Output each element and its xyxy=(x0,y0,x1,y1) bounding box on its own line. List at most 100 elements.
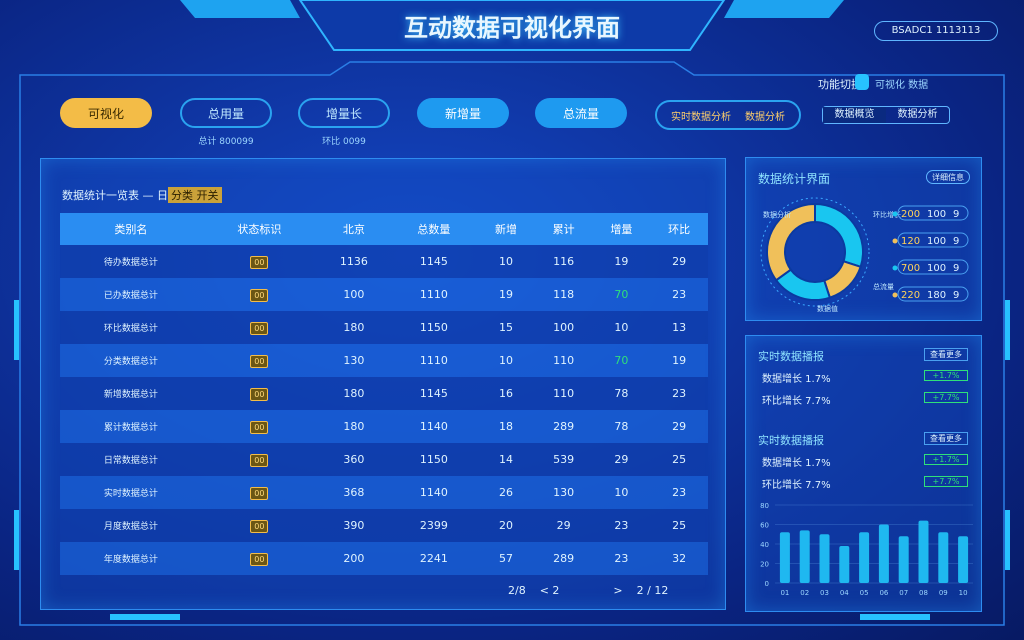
table-cell: 00 xyxy=(201,344,318,377)
data-table: 类别名 状态标识 北京 总数量 新增 累计 增量 环比 待办数据总计 00 1136 1145 10 11… xyxy=(60,213,708,575)
table-cell: 78 xyxy=(592,377,651,410)
table-row: 环比数据总计 00 180 1150 15 100 10 13 xyxy=(60,311,708,344)
page-prev[interactable]: < 2 xyxy=(539,584,560,597)
legend-dot xyxy=(892,211,898,217)
toolbar-button[interactable]: 新增量 xyxy=(417,98,509,128)
table-cell: 25 xyxy=(650,443,708,476)
legend-value: 700 xyxy=(901,263,920,274)
table-wrap: 类别名 状态标识 北京 总数量 新增 累计 增量 环比 待办数据总计 00 1136 1145 10 11… xyxy=(60,213,708,575)
page-total: 2 / 12 xyxy=(636,584,669,597)
table-cell: 2399 xyxy=(390,509,478,542)
table-row: 分类数据总计 00 130 1110 10 110 70 19 xyxy=(60,344,708,377)
legend-value: 120 xyxy=(901,236,920,247)
legend-value: 180 xyxy=(927,290,946,301)
donut-label: 总流量 xyxy=(873,282,894,291)
legend-value: 200 xyxy=(901,209,920,220)
switch-text: 可视化 数据 xyxy=(875,80,929,91)
tab[interactable]: 数据分析 xyxy=(897,109,938,120)
bar xyxy=(938,532,949,583)
status-badge: 00 xyxy=(250,288,269,302)
toolbar-button[interactable]: 可视化 xyxy=(60,98,152,128)
table-cell: 环比数据总计 xyxy=(60,311,202,344)
status-badge: 00 xyxy=(250,255,269,269)
column-header: 类别名 xyxy=(60,213,202,245)
table-cell: 累计数据总计 xyxy=(60,410,202,443)
table-cell: 368 xyxy=(317,476,391,509)
donut-label: 数据值 xyxy=(817,304,838,313)
switch[interactable] xyxy=(855,74,869,90)
table-cell: 15 xyxy=(477,311,535,344)
button-group[interactable]: 实时数据分析 数据分析 xyxy=(655,100,801,130)
bar xyxy=(779,532,790,583)
x-tick-label: 05 xyxy=(860,589,869,597)
y-tick-label: 40 xyxy=(760,541,769,549)
legend-value: 100 xyxy=(927,236,946,247)
status-badge: 00 xyxy=(250,321,269,335)
detail-button[interactable]: 详细信息 xyxy=(926,170,970,184)
tab[interactable]: 数据概览 xyxy=(823,107,886,123)
table-row: 待办数据总计 00 1136 1145 10 116 19 29 xyxy=(60,245,708,278)
status-badge: 00 xyxy=(250,552,269,566)
table-cell: 180 xyxy=(317,311,391,344)
legend-value: 9 xyxy=(953,290,959,301)
table-cell: 390 xyxy=(317,509,391,542)
legend-value: 100 xyxy=(927,209,946,220)
table-cell: 1140 xyxy=(390,410,478,443)
toolbar-button[interactable]: 总流量 xyxy=(535,98,627,128)
x-tick-label: 07 xyxy=(899,589,908,597)
feed-tag[interactable]: 查看更多 xyxy=(924,432,968,445)
page-next[interactable]: > xyxy=(613,584,623,597)
group-item[interactable]: 实时数据分析 xyxy=(671,111,731,123)
donut-title: 数据统计界面 xyxy=(758,172,831,186)
table-cell: 116 xyxy=(534,245,593,278)
table-cell: 1110 xyxy=(390,278,478,311)
feed-title: 实时数据播报 xyxy=(758,350,824,363)
feed-tag[interactable]: 查看更多 xyxy=(924,348,968,361)
table-cell: 200 xyxy=(317,542,391,575)
toolbar-button[interactable]: 增量长 xyxy=(298,98,390,128)
table-cell: 14 xyxy=(477,443,535,476)
status-badge: 00 xyxy=(250,519,269,533)
x-tick-label: 09 xyxy=(939,589,948,597)
table-cell: 10 xyxy=(592,476,651,509)
table-cell: 26 xyxy=(477,476,535,509)
table-cell: 1145 xyxy=(390,245,478,278)
y-tick-label: 0 xyxy=(765,580,769,588)
badge[interactable]: BSADC1 1113113 xyxy=(874,21,998,41)
x-tick-label: 10 xyxy=(959,589,968,597)
page-info: 2/8 xyxy=(508,584,526,597)
feed-item-tag: +7.7% xyxy=(924,476,968,487)
bar xyxy=(859,532,870,583)
legend-value: 9 xyxy=(953,263,959,274)
table-cell: 已办数据总计 xyxy=(60,278,202,311)
legend-value: 100 xyxy=(927,263,946,274)
table-row: 累计数据总计 00 180 1140 18 289 78 29 xyxy=(60,410,708,443)
table-cell: 29 xyxy=(650,410,708,443)
table-filter[interactable]: 分类 开关 xyxy=(168,187,222,203)
table-cell: 23 xyxy=(592,542,651,575)
legend-dot xyxy=(892,238,898,244)
table-cell: 待办数据总计 xyxy=(60,245,202,278)
table-row: 新增数据总计 00 180 1145 16 110 78 23 xyxy=(60,377,708,410)
table-cell: 00 xyxy=(201,476,318,509)
bar-chart: 0 20 40 60 80 01 02 03 04 05 06 07 08 09 10 xyxy=(760,502,973,597)
bar xyxy=(918,520,929,583)
table-cell: 月度数据总计 xyxy=(60,509,202,542)
feed-item: 数据增长 1.7% xyxy=(762,374,831,385)
legend-pill xyxy=(897,232,969,248)
table-cell: 78 xyxy=(592,410,651,443)
table-cell: 10 xyxy=(592,311,651,344)
column-header: 总数量 xyxy=(390,213,478,245)
group-item[interactable]: 数据分析 xyxy=(745,111,785,123)
table-cell: 00 xyxy=(201,278,318,311)
column-header: 北京 xyxy=(317,213,391,245)
legend-dot xyxy=(892,292,898,298)
switch-label: 功能切换 xyxy=(818,78,862,91)
legend-value: 9 xyxy=(953,209,959,220)
table-cell: 13 xyxy=(650,311,708,344)
feed-title: 实时数据播报 xyxy=(758,434,824,447)
column-header: 累计 xyxy=(534,213,593,245)
toolbar-button[interactable]: 总用量 xyxy=(180,98,272,128)
table-cell: 00 xyxy=(201,311,318,344)
